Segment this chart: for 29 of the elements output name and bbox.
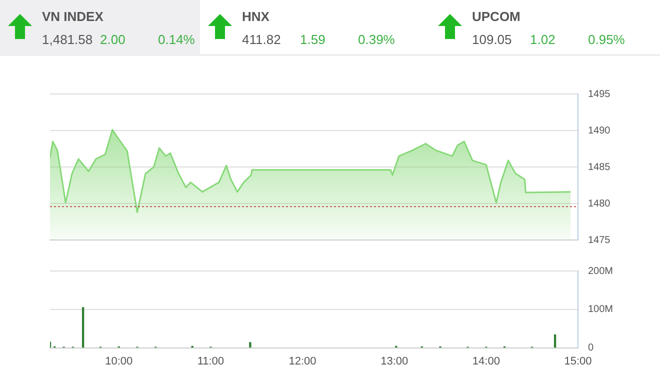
text: UPCOM [472,9,520,24]
y-tick-label: 1475 [588,234,611,246]
text: 1.02 [530,32,556,47]
y-tick-label: 1485 [588,162,611,173]
x-tick-label: 12:00 [288,355,316,368]
y-tick-label: 1480 [588,198,611,210]
text: 2.00 [100,32,126,47]
y-tick-label: 1490 [588,125,611,136]
x-tick-label: 10:00 [105,355,133,368]
x-tick-label: 11:00 [197,355,224,368]
bar [82,307,84,348]
bar [249,342,252,348]
bar [554,334,556,348]
text: 1,481.58 [42,32,93,47]
y-tick-label: 100M [588,304,614,316]
y-tick-label: 1495 [588,88,611,100]
text: 0.95% [588,32,625,47]
text: 1.59 [300,32,326,47]
text: 0.39% [358,32,395,47]
text: VN INDEX [42,9,104,24]
text: 411.82 [242,32,281,47]
y-tick-label: 200M [588,266,614,277]
x-tick-label: 13:00 [380,355,408,368]
text: HNX [242,9,270,24]
x-tick-label: 15:00 [564,355,592,368]
text: 0.14% [158,32,195,47]
x-tick-label: 14:00 [472,355,500,368]
y-tick-label: 0 [588,342,594,354]
text: 109.05 [472,32,512,47]
